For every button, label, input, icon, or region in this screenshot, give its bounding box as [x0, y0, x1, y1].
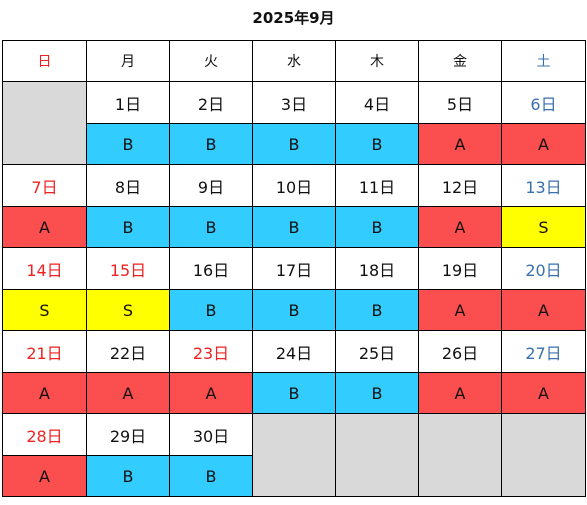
- day-tag: B: [169, 123, 253, 165]
- day-date: 22日: [86, 330, 170, 373]
- week-date-row: 28日 29日 30日: [2, 413, 586, 497]
- day-tag: A: [501, 372, 586, 414]
- day-date: 11日: [335, 164, 419, 207]
- day-date: 5日: [418, 81, 502, 124]
- day-tag: A: [86, 372, 170, 414]
- day-tag: A: [2, 206, 87, 248]
- day-date: 9日: [169, 164, 253, 207]
- week-date-row: 7日 8日 9日 10日 11日 12日 13日: [2, 164, 586, 207]
- day-date: 23日: [169, 330, 253, 373]
- week-date-row: 21日 22日 23日 24日 25日 26日 27日: [2, 330, 586, 373]
- weekday-saturday: 土: [501, 40, 586, 82]
- day-tag: S: [86, 289, 170, 331]
- day-date: 26日: [418, 330, 502, 373]
- day-tag: A: [418, 289, 502, 331]
- day-tag: B: [252, 372, 336, 414]
- day-date: 20日: [501, 247, 586, 290]
- day-tag: B: [252, 206, 336, 248]
- day-tag: B: [335, 206, 419, 248]
- day-date: 30日: [169, 413, 253, 456]
- day-tag: S: [2, 289, 87, 331]
- day-tag: B: [169, 455, 253, 497]
- weekday-header-row: 日 月 火 水 木 金 土: [2, 40, 586, 82]
- day-tag: A: [501, 123, 586, 165]
- day-date: 4日: [335, 81, 419, 124]
- day-date: 10日: [252, 164, 336, 207]
- day-date: 21日: [2, 330, 87, 373]
- day-date: 3日: [252, 81, 336, 124]
- day-date: 8日: [86, 164, 170, 207]
- weekday-thursday: 木: [335, 40, 419, 82]
- day-tag: B: [335, 372, 419, 414]
- weekday-friday: 金: [418, 40, 502, 82]
- day-date: 14日: [2, 247, 87, 290]
- day-tag: A: [418, 123, 502, 165]
- empty-day-cell: [501, 413, 586, 497]
- day-tag: B: [335, 123, 419, 165]
- empty-day-cell: [335, 413, 419, 497]
- weekday-wednesday: 水: [252, 40, 336, 82]
- day-date: 17日: [252, 247, 336, 290]
- calendar-grid: 日 月 火 水 木 金 土 1日 2日 3日 4日 5日 6日 B B B B A A 7日 8日 9日 10…: [2, 40, 586, 497]
- day-tag: A: [2, 372, 87, 414]
- day-tag: B: [252, 289, 336, 331]
- empty-day-cell: [2, 81, 87, 165]
- day-date: 18日: [335, 247, 419, 290]
- calendar-body: 1日 2日 3日 4日 5日 6日 B B B B A A 7日 8日 9日 10日 11日 12日 13日 A B B B…: [2, 81, 586, 497]
- empty-day-cell: [252, 413, 336, 497]
- weekday-tuesday: 火: [169, 40, 253, 82]
- day-tag: B: [169, 289, 253, 331]
- day-date: 13日: [501, 164, 586, 207]
- day-date: 28日: [2, 413, 87, 456]
- week-date-row: 14日 15日 16日 17日 18日 19日 20日: [2, 247, 586, 290]
- day-date: 12日: [418, 164, 502, 207]
- day-date: 6日: [501, 81, 586, 124]
- weekday-sunday: 日: [2, 40, 87, 82]
- day-date: 2日: [169, 81, 253, 124]
- day-tag: A: [169, 372, 253, 414]
- day-date: 25日: [335, 330, 419, 373]
- day-date: 16日: [169, 247, 253, 290]
- day-date: 7日: [2, 164, 87, 207]
- day-tag: B: [169, 206, 253, 248]
- day-tag: A: [2, 455, 87, 497]
- day-date: 27日: [501, 330, 586, 373]
- day-tag: B: [86, 455, 170, 497]
- day-tag: A: [501, 289, 586, 331]
- day-tag: B: [86, 123, 170, 165]
- day-tag: A: [418, 372, 502, 414]
- day-date: 15日: [86, 247, 170, 290]
- empty-day-cell: [418, 413, 502, 497]
- week-date-row: 1日 2日 3日 4日 5日 6日: [2, 81, 586, 165]
- day-date: 1日: [86, 81, 170, 124]
- day-tag: B: [335, 289, 419, 331]
- weekday-monday: 月: [86, 40, 170, 82]
- day-tag: S: [501, 206, 586, 248]
- day-date: 29日: [86, 413, 170, 456]
- day-tag: B: [252, 123, 336, 165]
- day-tag: B: [86, 206, 170, 248]
- day-tag: A: [418, 206, 502, 248]
- day-date: 19日: [418, 247, 502, 290]
- calendar-title: 2025年9月: [252, 9, 335, 27]
- day-date: 24日: [252, 330, 336, 373]
